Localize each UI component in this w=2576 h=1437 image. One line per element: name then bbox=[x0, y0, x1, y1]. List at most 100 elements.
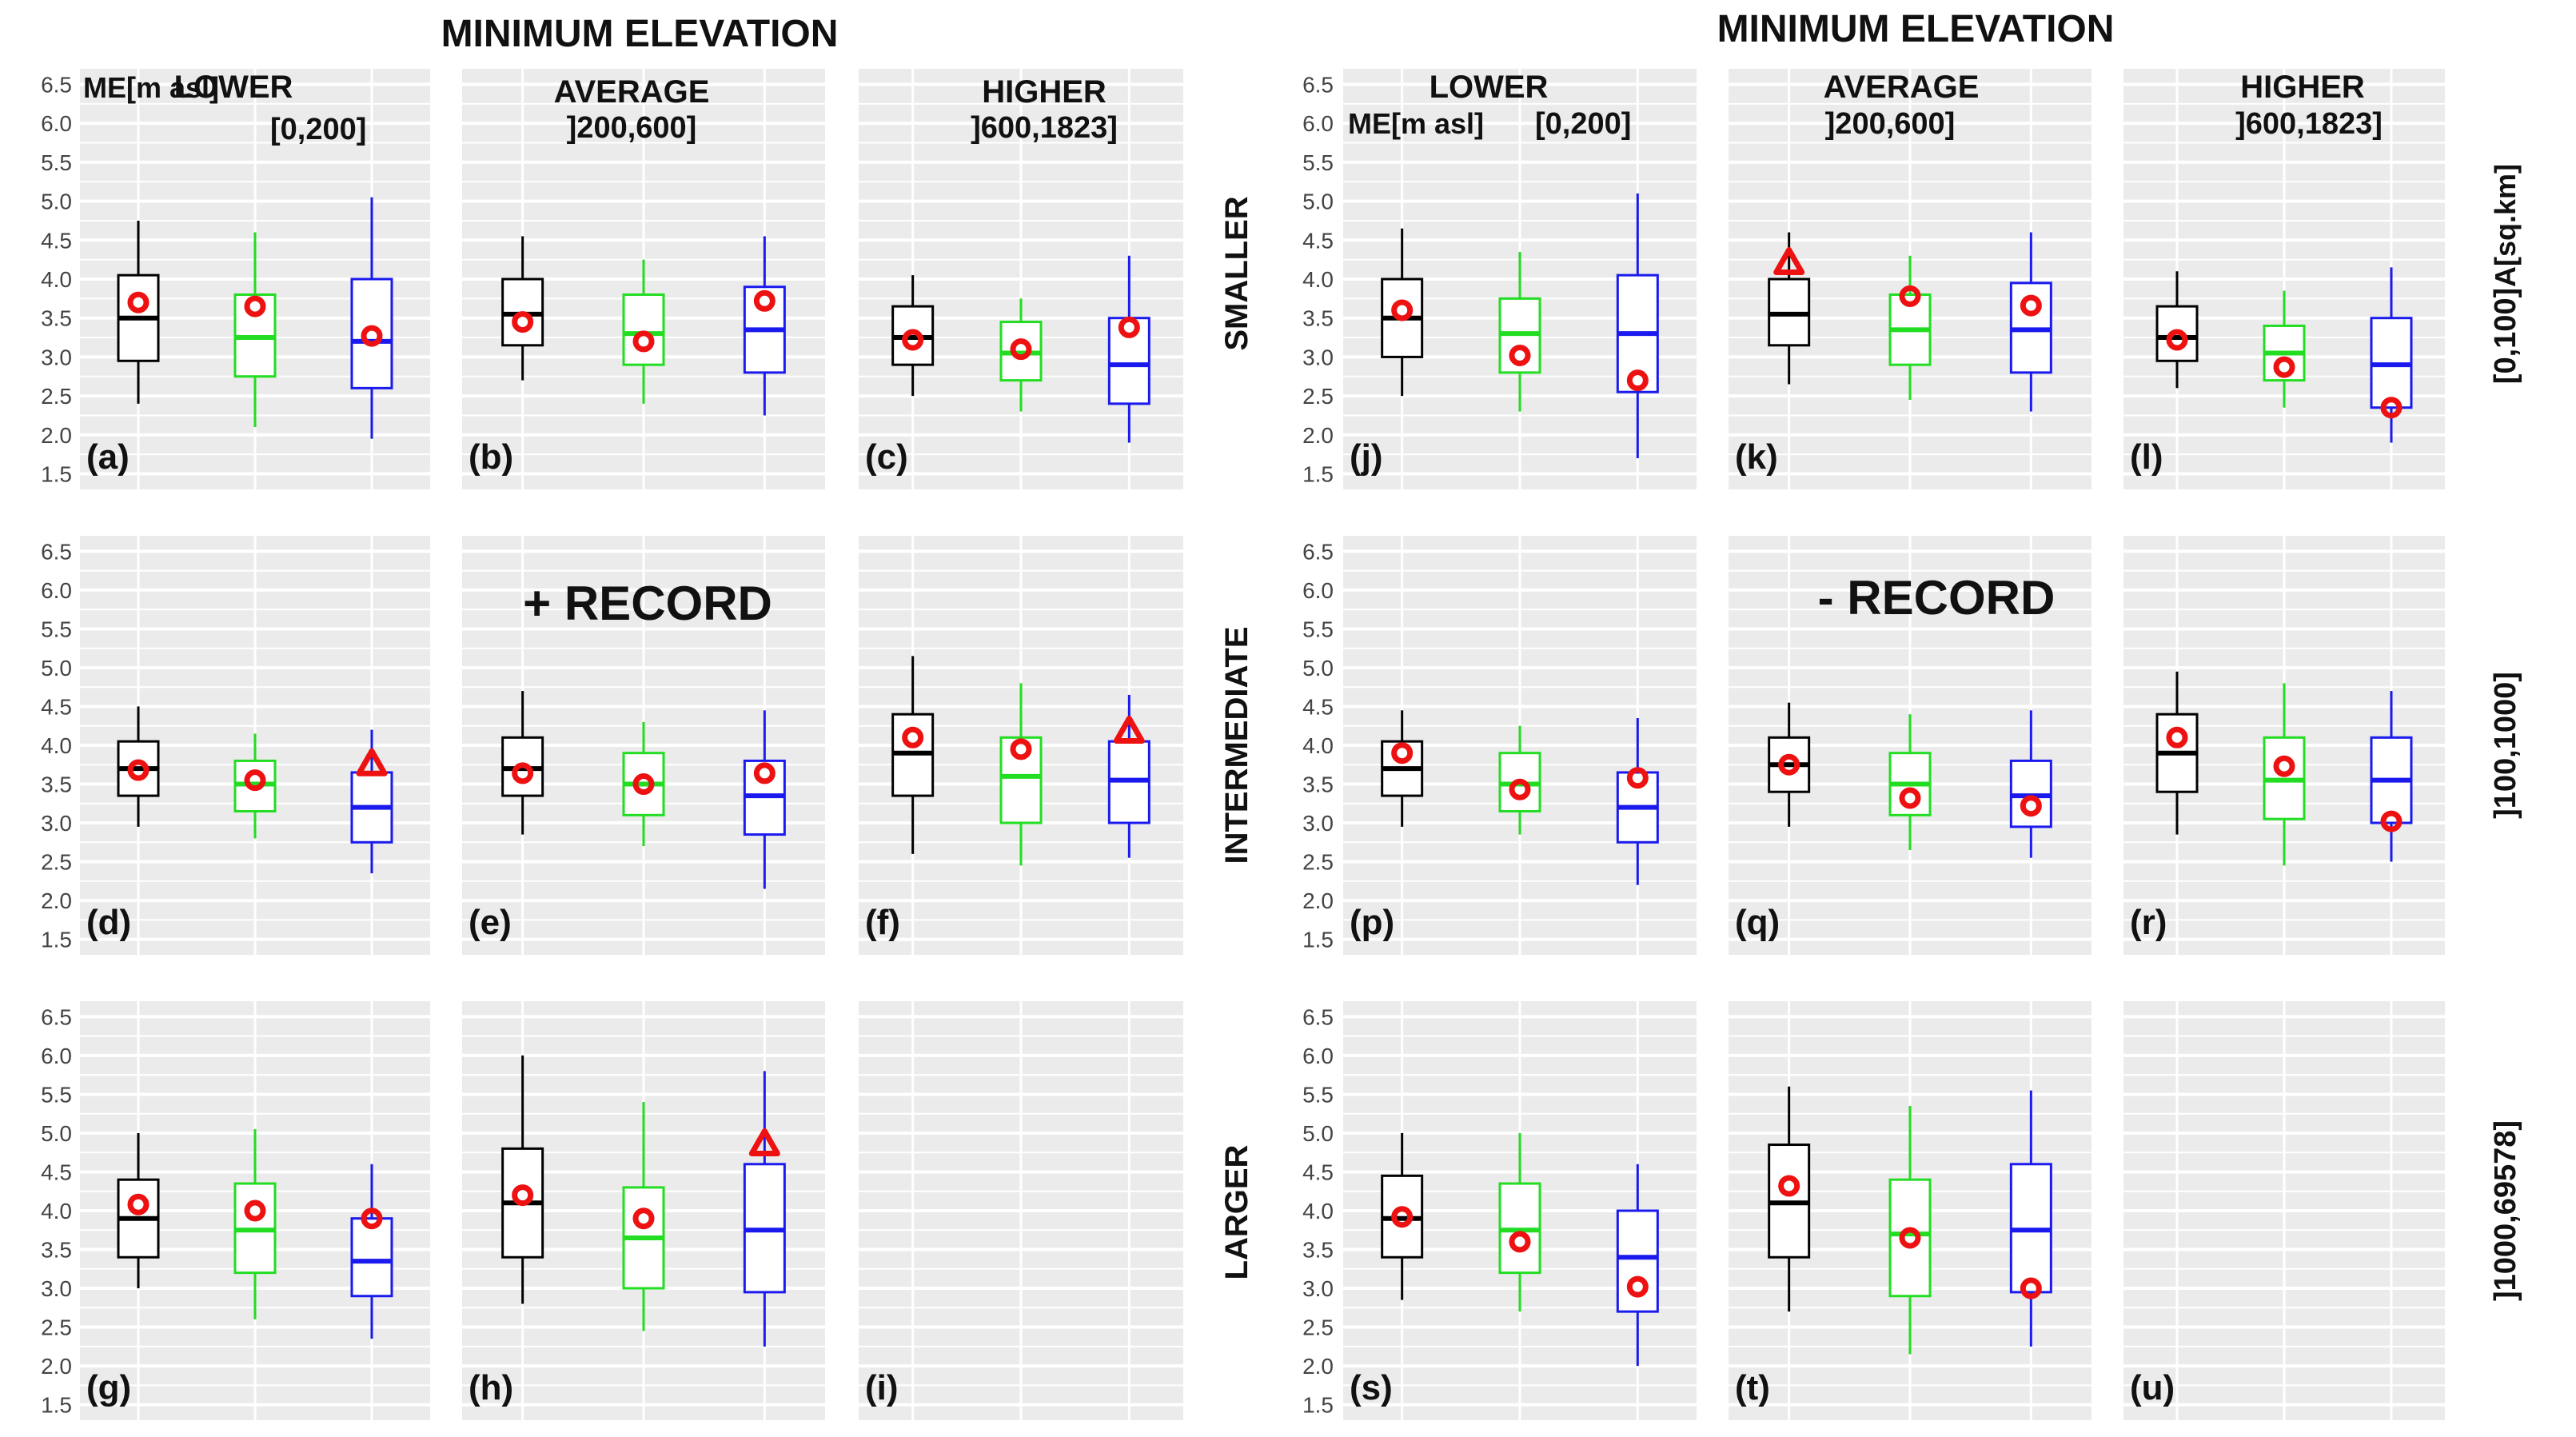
y-tick-label: 3.0 bbox=[1302, 1276, 1334, 1301]
row-header-smaller: SMALLER bbox=[1219, 196, 1254, 350]
mean-marker-circle bbox=[1899, 787, 1921, 809]
y-tick-label: 6.0 bbox=[1302, 578, 1334, 603]
box-2 bbox=[2263, 683, 2306, 866]
box-1 bbox=[1381, 710, 1424, 827]
box-1 bbox=[2155, 271, 2199, 389]
mean-marker-circle bbox=[512, 762, 534, 784]
box-1 bbox=[2155, 671, 2199, 835]
y-tick-label: 1.5 bbox=[41, 928, 72, 952]
mean-marker-circle bbox=[2273, 356, 2295, 378]
panel-label: (s) bbox=[1350, 1368, 1393, 1407]
box-3 bbox=[2370, 267, 2413, 443]
y-tick-label: 5.5 bbox=[41, 1082, 72, 1107]
box-2 bbox=[1888, 714, 1932, 850]
box-1 bbox=[1768, 232, 1811, 385]
panel-t: (t) bbox=[1729, 1001, 2092, 1420]
mean-marker-circle bbox=[127, 291, 150, 313]
column-range-higher: ]600,1823] bbox=[2235, 107, 2383, 141]
y-tick-label: 6.0 bbox=[1302, 111, 1334, 136]
box-3 bbox=[2009, 1090, 2052, 1347]
y-tick-label: 2.5 bbox=[1302, 1315, 1334, 1340]
y-tick-label: 5.5 bbox=[41, 150, 72, 175]
panel-e: (e) bbox=[462, 536, 825, 955]
column-header-lower: LOWER bbox=[1430, 70, 1549, 105]
y-tick-label: 4.5 bbox=[1302, 694, 1334, 719]
box-body bbox=[350, 1217, 393, 1298]
box-2 bbox=[622, 1102, 665, 1331]
mean-marker-circle bbox=[512, 311, 534, 333]
mean-marker-circle bbox=[2273, 755, 2295, 777]
mean-marker-circle bbox=[244, 769, 266, 792]
box-3 bbox=[350, 729, 393, 874]
y-tick-label: 4.5 bbox=[41, 1160, 72, 1184]
column-header-average: AVERAGE bbox=[554, 74, 710, 110]
box-body bbox=[350, 277, 393, 389]
y-tick-label: 4.0 bbox=[1302, 1199, 1334, 1223]
box-2 bbox=[999, 298, 1043, 412]
panel-label: (b) bbox=[469, 437, 513, 477]
mean-marker-circle bbox=[1778, 1175, 1800, 1197]
y-tick-label: 5.0 bbox=[1302, 1121, 1334, 1146]
mean-marker-triangle bbox=[748, 1128, 780, 1157]
me-label-left: ME[m asl] bbox=[83, 71, 219, 104]
box-body bbox=[1888, 1178, 1932, 1298]
mean-marker-circle bbox=[1899, 1227, 1921, 1249]
box-2 bbox=[1888, 255, 1932, 400]
box-1 bbox=[891, 275, 935, 397]
box-2 bbox=[1498, 251, 1541, 412]
panel-label: (i) bbox=[865, 1368, 899, 1407]
box-3 bbox=[1616, 193, 1659, 459]
panel-j: 1.5 2.0 2.5 3.0 3.5 4.0 4.5 5.0 5.5 6.0 6.5 (j) bbox=[1302, 69, 1697, 489]
panel-label: (u) bbox=[2130, 1368, 2175, 1407]
panel-label: (g) bbox=[86, 1368, 131, 1407]
panel-f: (f) bbox=[859, 536, 1183, 955]
box-3 bbox=[743, 236, 786, 416]
box-2 bbox=[622, 259, 665, 404]
mean-marker-circle bbox=[902, 329, 924, 351]
box-2 bbox=[1498, 1132, 1541, 1312]
box-body bbox=[999, 736, 1043, 824]
y-tick-label: 3.0 bbox=[41, 811, 72, 836]
panels: 1.5 2.0 2.5 3.0 3.5 4.0 4.5 5.0 5.5 6.0 6.5 (a) (b) (… bbox=[41, 69, 2445, 1420]
box-1 bbox=[1381, 228, 1424, 397]
mean-marker-circle bbox=[244, 295, 266, 317]
row-header-larger: LARGER bbox=[1219, 1144, 1254, 1279]
mean-marker-circle bbox=[2020, 1277, 2042, 1299]
panel-label: (l) bbox=[2130, 437, 2163, 477]
mean-marker-circle bbox=[2020, 795, 2042, 817]
mean-marker-circle bbox=[1391, 299, 1414, 321]
y-tick-label: 3.5 bbox=[41, 1238, 72, 1263]
box-1 bbox=[117, 220, 160, 404]
box-1 bbox=[891, 656, 935, 854]
mean-marker-circle bbox=[632, 773, 655, 796]
y-tick-label: 2.0 bbox=[41, 1354, 72, 1379]
panel-h: (h) bbox=[462, 1001, 825, 1420]
box-3 bbox=[1107, 694, 1150, 858]
box-2 bbox=[1498, 725, 1541, 835]
y-tick-label: 6.5 bbox=[41, 539, 72, 564]
row-range-smaller: [0,100] bbox=[2489, 288, 2522, 384]
mean-marker-circle bbox=[2166, 726, 2188, 748]
column-range-higher: ]600,1823] bbox=[971, 111, 1118, 145]
box-3 bbox=[2370, 691, 2413, 862]
box-2 bbox=[233, 232, 277, 428]
panel-label: (d) bbox=[86, 903, 131, 942]
y-tick-label: 4.5 bbox=[41, 694, 72, 719]
y-tick-label: 5.5 bbox=[41, 617, 72, 641]
title-right: MINIMUM ELEVATION bbox=[1717, 8, 2115, 50]
panel-r: (r) bbox=[2123, 536, 2445, 955]
panel-b: (b) bbox=[462, 69, 825, 489]
panel-label: (f) bbox=[865, 903, 900, 942]
box-3 bbox=[350, 197, 393, 439]
y-tick-label: 4.0 bbox=[41, 267, 72, 292]
mean-marker-circle bbox=[1626, 767, 1649, 789]
box-2 bbox=[2263, 290, 2306, 408]
group-label-minus-record: - RECORD bbox=[1818, 571, 2056, 625]
y-tick-label: 3.5 bbox=[1302, 306, 1334, 331]
mean-marker-circle bbox=[1509, 1231, 1531, 1253]
y-tick-label: 5.0 bbox=[1302, 656, 1334, 681]
y-tick-label: 3.5 bbox=[1302, 772, 1334, 797]
column-range-lower: [0,200] bbox=[1535, 107, 1631, 141]
box-2 bbox=[233, 1129, 277, 1319]
y-tick-label: 6.0 bbox=[1302, 1044, 1334, 1068]
